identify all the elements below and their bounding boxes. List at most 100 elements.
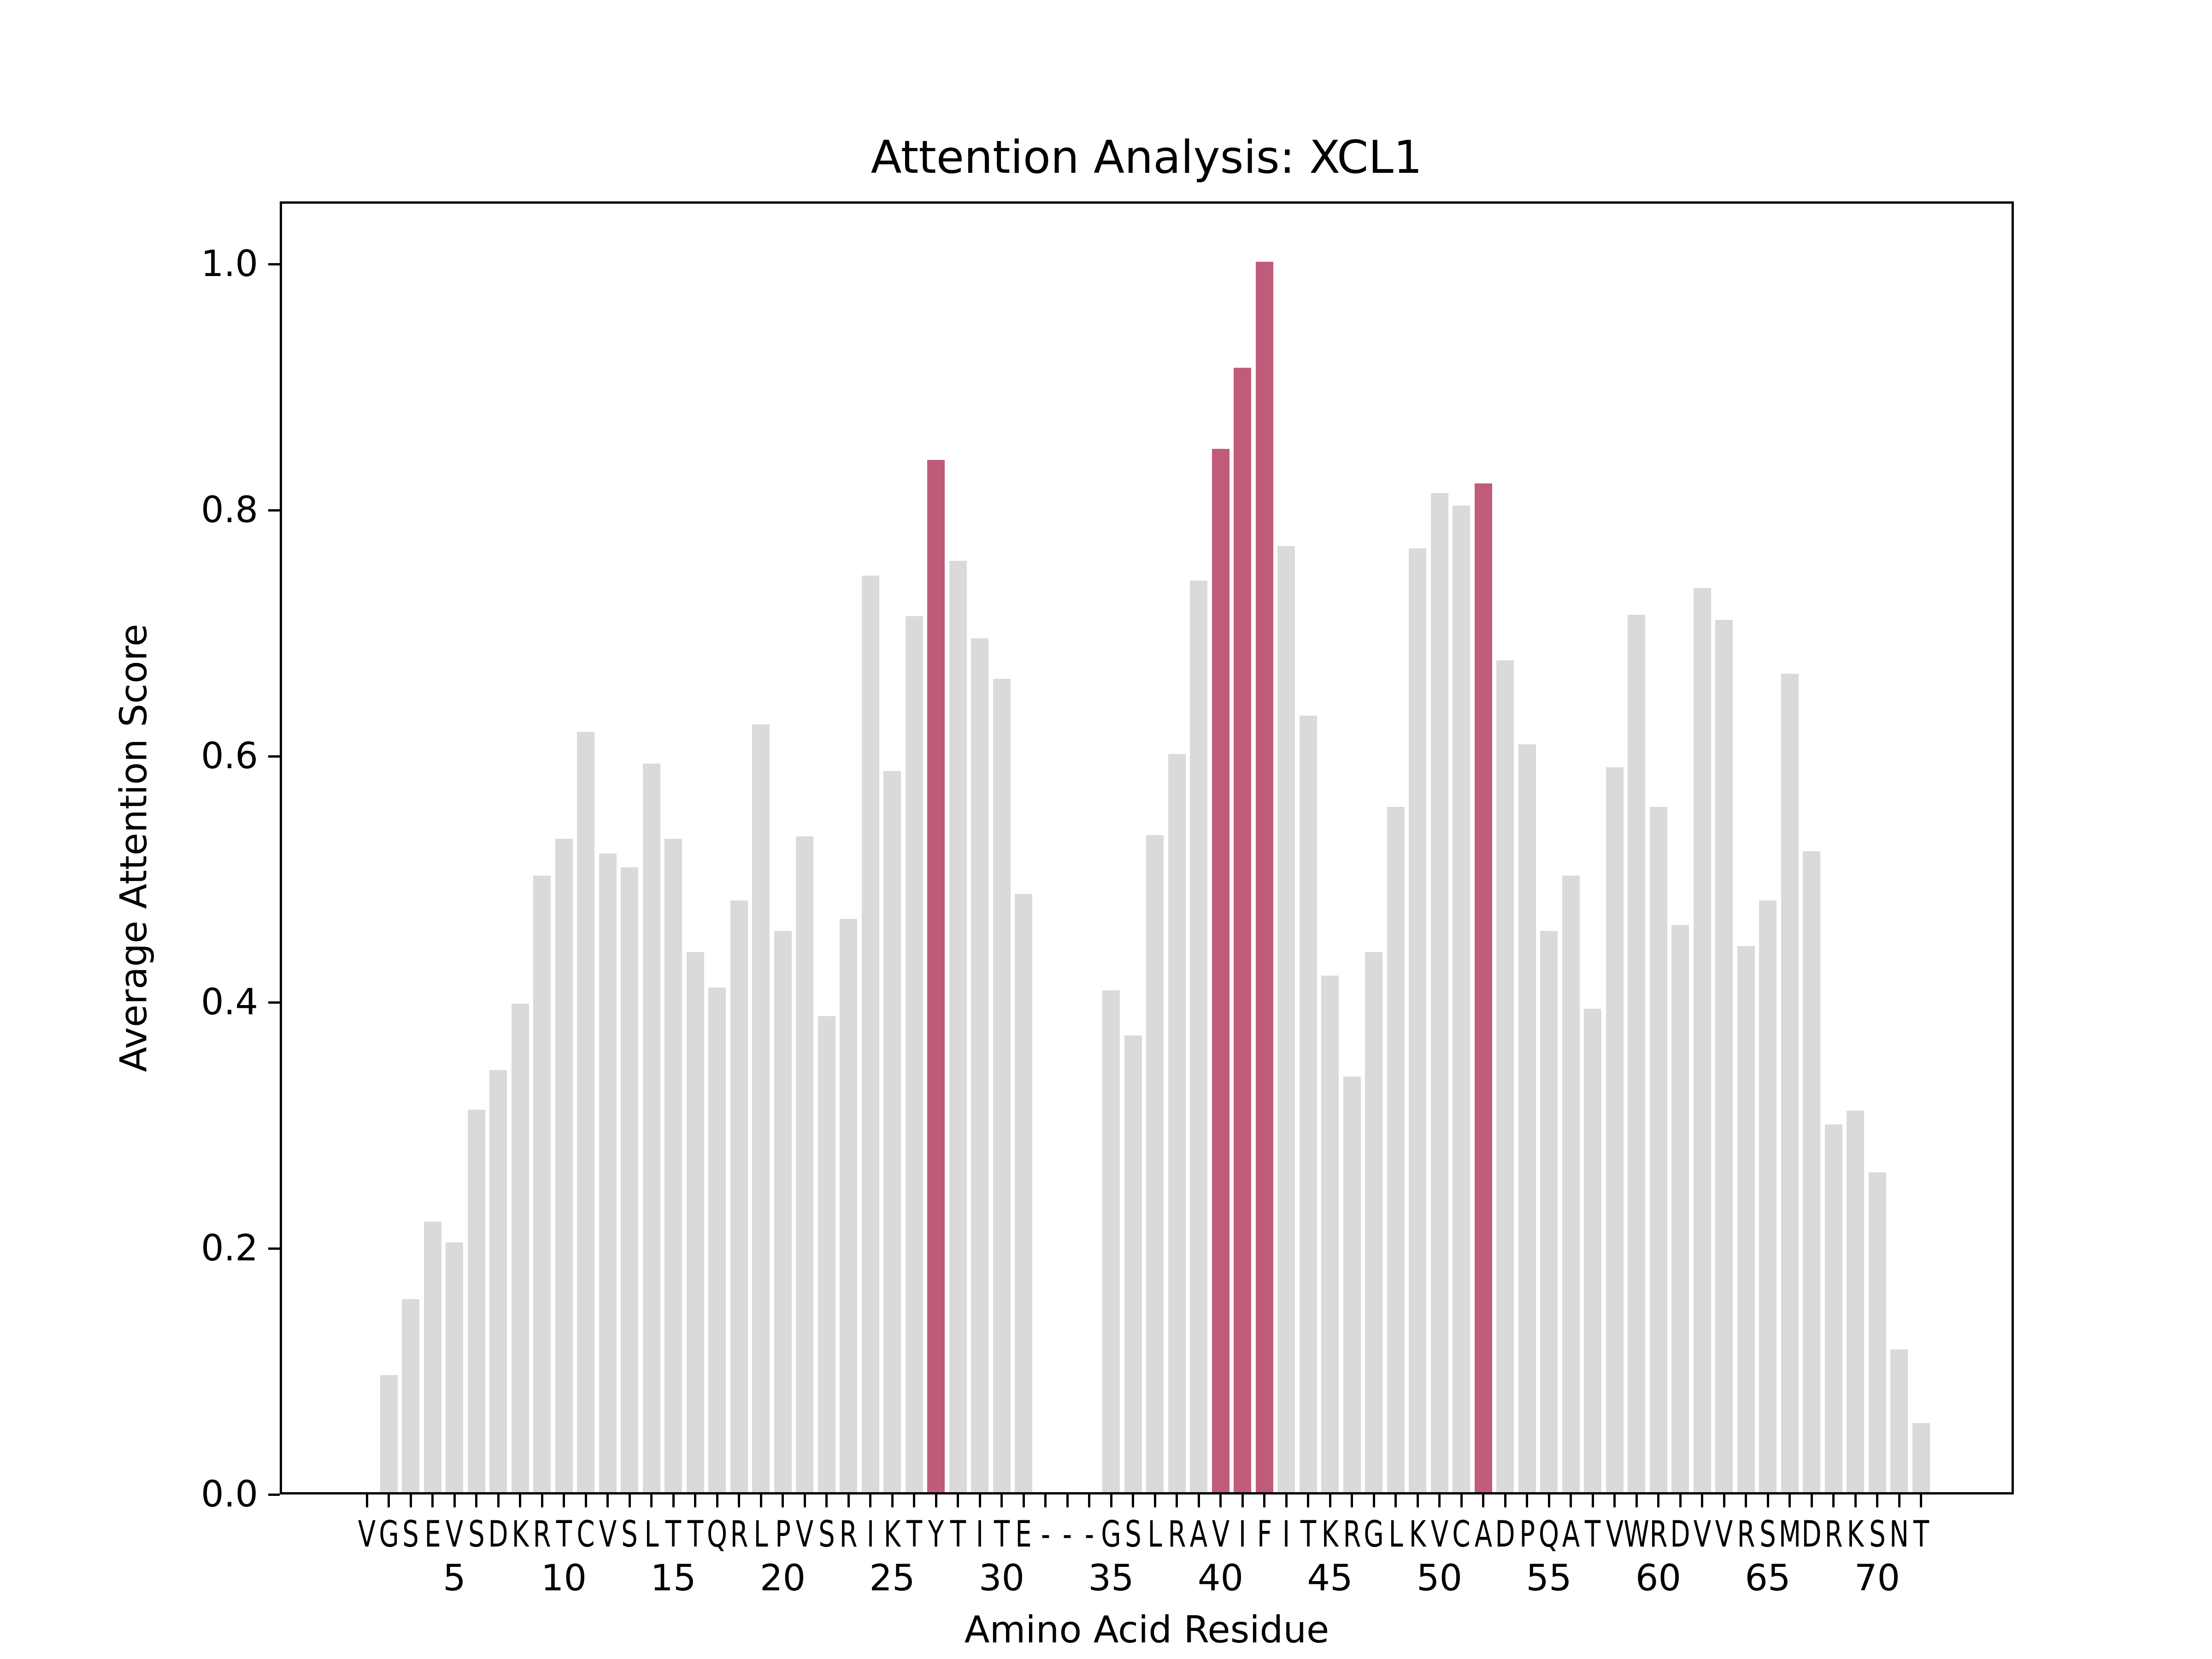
x-tick (716, 1494, 718, 1507)
bar-residue-14 (642, 764, 660, 1492)
x-tick (1394, 1494, 1397, 1507)
x-tick (738, 1494, 740, 1507)
x-tick (1066, 1494, 1069, 1507)
x-tick (1657, 1494, 1659, 1507)
bar-residue-29 (971, 638, 988, 1492)
x-tick-residue-label: N (1889, 1514, 1909, 1555)
bar-residue-72 (1912, 1423, 1930, 1492)
bar-residue-12 (599, 853, 617, 1492)
y-tick (268, 263, 280, 265)
y-tick (268, 1493, 280, 1496)
x-tick-residue-label: V (1212, 1514, 1230, 1555)
x-tick-residue-label: E (424, 1514, 441, 1555)
x-tick (1088, 1494, 1090, 1507)
bar-residue-9 (533, 876, 551, 1492)
x-tick-residue-label: V (1715, 1514, 1733, 1555)
bar-residue-63 (1715, 619, 1733, 1492)
bar-residue-41 (1234, 367, 1251, 1492)
x-tick (759, 1494, 762, 1507)
x-tick-residue-label: S (818, 1514, 835, 1555)
bar-residue-46 (1343, 1076, 1361, 1492)
x-tick-residue-label: T (1300, 1514, 1316, 1555)
bar-residue-57 (1584, 1008, 1601, 1492)
x-tick (1810, 1494, 1813, 1507)
bar-residue-18 (730, 900, 748, 1492)
y-tick-label: 0.0 (200, 1474, 258, 1515)
x-tick (1854, 1494, 1857, 1507)
x-tick (694, 1494, 696, 1507)
x-tick-residue-label: V (1430, 1514, 1448, 1555)
x-tick-residue-label: A (1474, 1514, 1492, 1555)
bar-residue-48 (1387, 806, 1405, 1492)
y-tick-label: 0.4 (200, 982, 258, 1023)
bar-residue-51 (1453, 505, 1470, 1492)
x-tick-residue-label: F (1257, 1514, 1272, 1555)
x-tick-residue-label: - (1041, 1514, 1050, 1555)
x-tick (1219, 1494, 1222, 1507)
x-tick (847, 1494, 850, 1507)
x-tick (1285, 1494, 1288, 1507)
y-tick (268, 1001, 280, 1004)
x-tick-residue-label: L (644, 1514, 659, 1555)
bar-residue-27 (927, 459, 945, 1492)
bar-residue-30 (993, 679, 1011, 1492)
x-tick-residue-label: R (1736, 1514, 1755, 1555)
x-tick-residue-label: P (775, 1514, 791, 1555)
x-tick-residue-label: G (1364, 1514, 1384, 1555)
x-tick (1766, 1494, 1769, 1507)
x-tick (1022, 1494, 1025, 1507)
bar-residue-28 (949, 560, 967, 1492)
bar-residue-58 (1606, 767, 1624, 1492)
x-tick (1241, 1494, 1244, 1507)
x-tick (1197, 1494, 1200, 1507)
x-tick-residue-label: K (512, 1514, 529, 1555)
bar-residue-59 (1628, 615, 1645, 1492)
bar-residue-54 (1518, 744, 1536, 1492)
x-tick (869, 1494, 871, 1507)
x-tick-residue-label: - (1062, 1514, 1072, 1555)
x-tick (1132, 1494, 1134, 1507)
bar-residue-66 (1781, 674, 1799, 1492)
x-tick-residue-label: Q (706, 1514, 728, 1555)
x-tick (1110, 1494, 1112, 1507)
x-tick-residue-label: T (687, 1514, 703, 1555)
bar-residue-55 (1540, 931, 1558, 1492)
x-tick-residue-label: E (1015, 1514, 1032, 1555)
x-tick-residue-label: K (883, 1514, 901, 1555)
x-tick-residue-label: S (621, 1514, 638, 1555)
x-tick (672, 1494, 675, 1507)
x-tick (497, 1494, 500, 1507)
x-tick (935, 1494, 937, 1507)
x-tick (913, 1494, 915, 1507)
bar-residue-70 (1868, 1172, 1886, 1492)
x-tick (1351, 1494, 1353, 1507)
x-tick (1372, 1494, 1375, 1507)
bar-residue-24 (861, 575, 879, 1492)
x-tick-residue-label: P (1519, 1514, 1535, 1555)
bar-residue-52 (1474, 483, 1492, 1492)
x-tick-residue-label: T (1584, 1514, 1601, 1555)
x-tick-residue-label: I (1238, 1514, 1247, 1555)
x-tick (431, 1494, 434, 1507)
bar-residue-13 (621, 867, 638, 1492)
x-tick-residue-label: T (556, 1514, 572, 1555)
plot-area (268, 201, 2014, 1507)
x-tick-residue-label: K (1847, 1514, 1864, 1555)
x-tick (1504, 1494, 1506, 1507)
x-tick-residue-label: D (1670, 1514, 1690, 1555)
y-tick-label: 0.2 (200, 1228, 258, 1269)
x-tick-residue-label: D (1801, 1514, 1822, 1555)
x-tick-residue-label: V (358, 1514, 376, 1555)
x-tick (1591, 1494, 1594, 1507)
x-tick-residue-label: A (1189, 1514, 1208, 1555)
x-tick-residue-label: R (839, 1514, 858, 1555)
x-tick-residue-label: R (533, 1514, 551, 1555)
bar-residue-50 (1430, 493, 1448, 1492)
x-tick-number-label: 20 (759, 1558, 806, 1599)
bar-residue-23 (840, 918, 857, 1492)
x-tick (584, 1494, 587, 1507)
x-tick-residue-label: V (599, 1514, 617, 1555)
y-axis-label: Average Attention Score (112, 624, 155, 1072)
bar-residue-42 (1255, 262, 1273, 1492)
x-tick (1482, 1494, 1484, 1507)
